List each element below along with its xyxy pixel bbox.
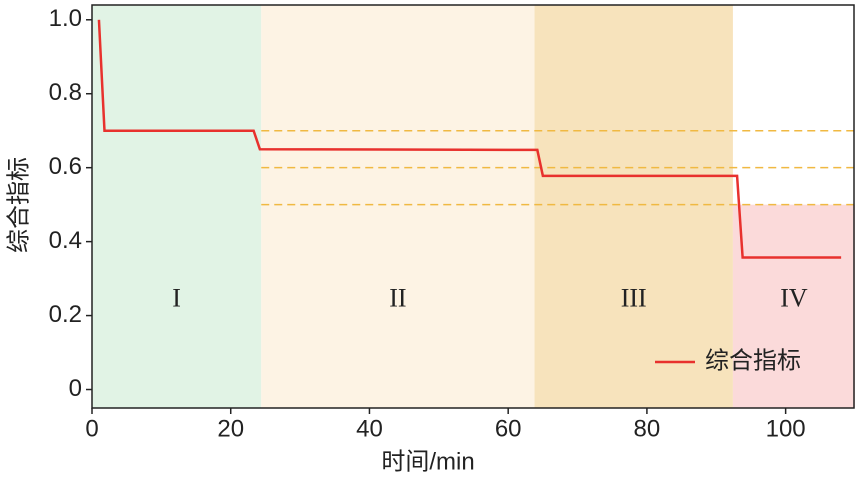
x-tick-label: 60 xyxy=(495,415,522,442)
y-axis-label: 综合指标 xyxy=(5,157,32,253)
plot-frame xyxy=(91,4,855,409)
region-label: IV xyxy=(780,284,808,313)
y-tick-label: 0.4 xyxy=(49,227,82,254)
region-label: III xyxy=(621,284,647,313)
x-tick-label: 80 xyxy=(634,415,661,442)
y-tick-label: 0.2 xyxy=(49,301,82,328)
data-line xyxy=(97,19,842,259)
region xyxy=(732,204,855,408)
x-tick-label: 40 xyxy=(356,415,383,442)
region xyxy=(261,5,535,408)
region-label: I xyxy=(172,284,181,313)
x-axis-label: 时间/min xyxy=(381,448,474,475)
y-tick-label: 0.8 xyxy=(49,79,82,106)
region xyxy=(534,5,733,408)
y-tick-label: 0.6 xyxy=(49,153,82,180)
legend-label: 综合指标 xyxy=(705,347,801,374)
x-tick-label: 0 xyxy=(85,415,98,442)
x-tick-label: 100 xyxy=(766,415,806,442)
region-label: II xyxy=(389,284,406,313)
y-tick-label: 1.0 xyxy=(49,5,82,32)
region xyxy=(92,5,262,408)
y-tick-label: 0 xyxy=(69,375,82,402)
x-tick-label: 20 xyxy=(217,415,244,442)
